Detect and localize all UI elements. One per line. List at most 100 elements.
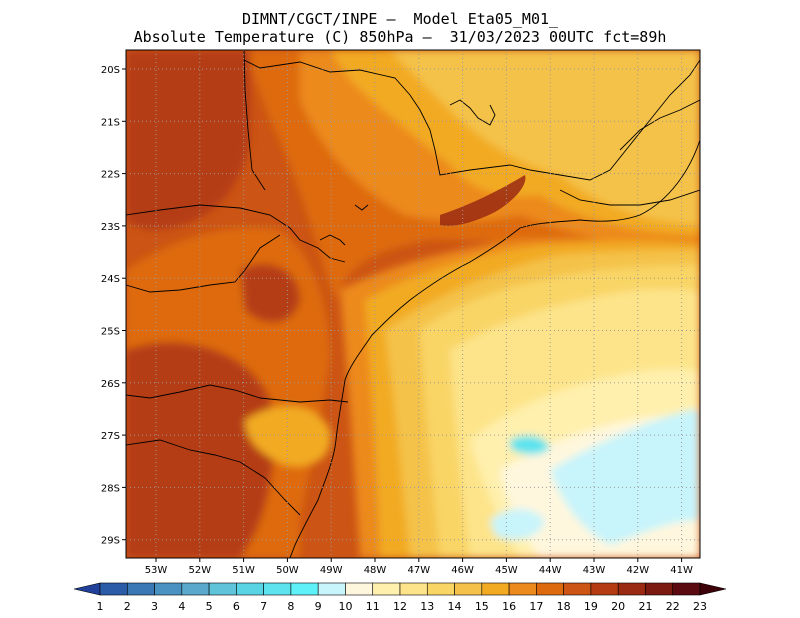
colorbar-segment	[399, 582, 428, 596]
colorbar-label: 23	[693, 600, 707, 613]
colorbar-label: 6	[233, 600, 240, 613]
color-scale-labels: 1 2 3 4 5 6 7 8 9 10 11 12 13 14 15 16 17 18 19 20 21 22 23	[97, 600, 708, 613]
field-cool-spot	[245, 406, 331, 467]
colorbar-segment	[154, 582, 183, 596]
map-frame	[125, 49, 701, 559]
colorbar-label: 7	[260, 600, 267, 613]
latitude-ticks	[122, 68, 126, 541]
field-band-10	[550, 410, 700, 545]
colorbar-label: 16	[502, 600, 516, 613]
map-title-line-1: DIMNT/CGCT/INPE – Model Eta05_M01_	[241, 10, 559, 28]
field-ridge-21	[440, 175, 526, 226]
longitude-label: 43W	[583, 565, 606, 576]
longitude-label: 44W	[539, 565, 562, 576]
colorbar-segment	[99, 582, 128, 596]
longitude-label: 41W	[670, 565, 693, 576]
colorbar-segment	[426, 582, 455, 596]
colorbar-segment	[617, 582, 646, 596]
longitude-label: 46W	[451, 565, 474, 576]
latitude-label: 25S	[101, 327, 120, 338]
colorbar-label: 2	[124, 600, 131, 613]
colorbar-segment	[645, 582, 674, 596]
latitude-label: 23S	[101, 222, 120, 233]
longitude-label: 52W	[188, 565, 211, 576]
colorbar-label: 21	[638, 600, 652, 613]
longitude-labels: 53W 52W 51W 50W 49W 48W 47W 46W 45W 44W 43W 42W 41W	[145, 565, 693, 576]
colorbar-segment	[126, 582, 155, 596]
longitude-label: 48W	[364, 565, 387, 576]
state-border-mg-sp	[243, 59, 700, 181]
field-band-10-spot	[490, 508, 545, 540]
temperature-field	[126, 50, 700, 558]
colorbar-label: 20	[611, 600, 625, 613]
longitude-label: 50W	[276, 565, 299, 576]
latitude-labels: 20S 21S 22S 23S 24S 25S 26S 27S 28S 29S	[101, 65, 120, 547]
colorbar-label: 11	[366, 600, 380, 613]
longitude-label: 51W	[232, 565, 255, 576]
state-border-sp-rj	[559, 189, 700, 206]
colorbar-label: 8	[287, 600, 294, 613]
latitude-label: 27S	[101, 431, 120, 442]
colorbar-label: 12	[393, 600, 407, 613]
longitude-label: 53W	[145, 565, 168, 576]
colorbar-segment	[208, 582, 237, 596]
colorbar-label: 1	[97, 600, 104, 613]
longitude-label: 42W	[626, 565, 649, 576]
latitude-label: 22S	[101, 170, 120, 181]
colorbar-segment	[536, 582, 564, 596]
state-border-west	[126, 234, 281, 293]
colorbar-label: 14	[448, 600, 462, 613]
longitude-label: 45W	[495, 565, 518, 576]
state-border-ms-pr	[243, 50, 266, 191]
coastline	[289, 139, 700, 558]
lat-lon-grid	[126, 50, 700, 558]
colorbar-segment	[563, 582, 592, 596]
colorbar-label: 10	[338, 600, 352, 613]
colorbar-segment	[672, 582, 701, 596]
latitude-label: 28S	[101, 483, 120, 494]
map-title-line-2: Absolute Temperature (C) 850hPa – 31/03/…	[133, 28, 667, 46]
coastline-borders	[126, 50, 700, 558]
field-band-15	[390, 50, 700, 225]
longitude-label: 47W	[407, 565, 430, 576]
colorbar-label: 3	[151, 600, 158, 613]
longitude-ticks	[155, 558, 683, 562]
colorbar-label: 5	[206, 600, 213, 613]
colorbar-segment	[508, 582, 537, 596]
colorbar-segment	[345, 582, 374, 596]
latitude-label: 29S	[101, 536, 120, 547]
colorbar-low-arrow	[73, 582, 101, 596]
colorbar-segment	[181, 582, 210, 596]
colorbar-segment	[454, 582, 483, 596]
colorbar-label: 9	[315, 600, 322, 613]
colorbar-label: 22	[666, 600, 680, 613]
colorbar-segment	[317, 582, 346, 596]
color-scale-bar	[73, 582, 727, 596]
state-border-pr-sc	[126, 384, 349, 403]
colorbar-label: 13	[420, 600, 434, 613]
colorbar-label: 19	[584, 600, 598, 613]
latitude-label: 20S	[101, 65, 120, 76]
colorbar-label: 4	[178, 600, 185, 613]
colorbar-high-arrow	[699, 582, 727, 596]
colorbar-segment	[590, 582, 619, 596]
longitude-label: 49W	[320, 565, 343, 576]
state-border-sp-pr	[126, 204, 346, 263]
colorbar-segment	[290, 582, 319, 596]
colorbar-segment	[481, 582, 510, 596]
colorbar-label: 15	[475, 600, 489, 613]
colorbar-segment	[263, 582, 292, 596]
field-core-20-west	[126, 50, 250, 230]
state-border-rj-es	[619, 99, 700, 151]
reservoir-2	[319, 234, 346, 246]
field-cool-spot-2	[510, 435, 550, 455]
colorbar-segment	[236, 582, 264, 596]
latitude-label: 24S	[101, 274, 120, 285]
latitude-label: 21S	[101, 117, 120, 128]
colorbar-label: 18	[557, 600, 571, 613]
colorbar-label: 17	[529, 600, 543, 613]
state-border-sc-rs	[126, 439, 301, 516]
latitude-label: 26S	[101, 379, 120, 390]
reservoir-3	[354, 204, 369, 211]
